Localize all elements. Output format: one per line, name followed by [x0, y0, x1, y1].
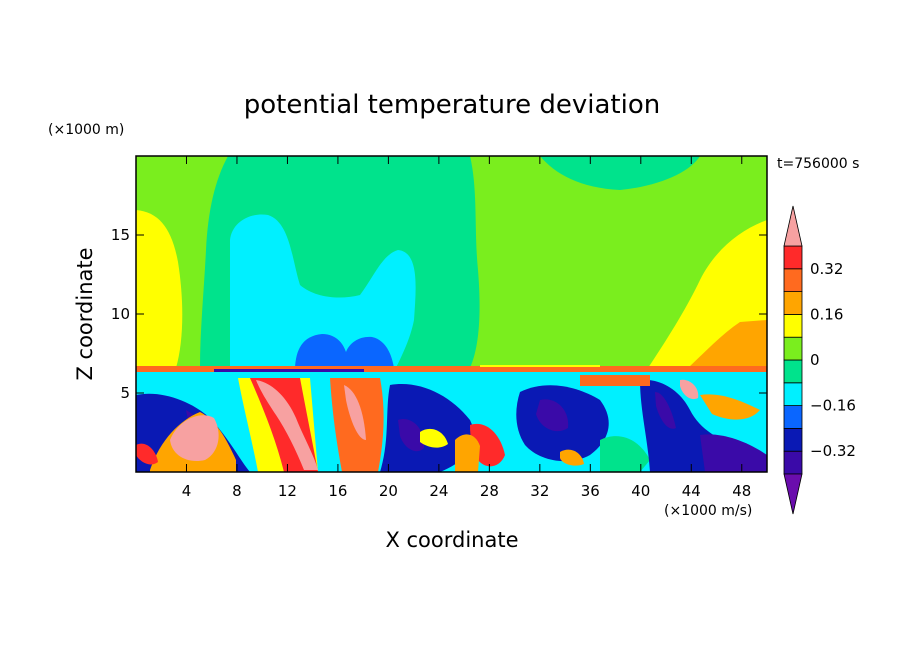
x-tick-label: 16 — [328, 482, 347, 500]
x-tick-label: 36 — [581, 482, 600, 500]
colorbar-tick-label: 0.32 — [810, 260, 843, 278]
colorbar-band — [783, 245, 803, 270]
colorbar-band — [783, 450, 803, 475]
field-left-upper-band — [136, 210, 183, 368]
colorbar-band — [783, 313, 803, 338]
x-tick-label: 32 — [530, 482, 549, 500]
colorbar-band — [783, 291, 803, 315]
x-axis-label: X coordinate — [385, 528, 518, 552]
time-label: t=756000 s — [777, 156, 859, 172]
colorbar-band — [783, 268, 803, 292]
colorbar-min-extension — [783, 473, 803, 515]
interface-band-light — [480, 365, 600, 367]
x-tick-label: 28 — [480, 482, 499, 500]
colorbar-band — [783, 336, 803, 361]
interface-band-dark — [214, 369, 364, 372]
y-axis-label: Z coordinate — [73, 247, 97, 380]
plot-area — [136, 156, 767, 472]
colorbar-band — [783, 405, 803, 429]
x-tick-label: 20 — [379, 482, 398, 500]
interface-band — [136, 366, 767, 372]
x-tick-label: 24 — [429, 482, 448, 500]
x-tick-label: 4 — [182, 482, 192, 500]
y-unit-label: (×1000 m) — [48, 122, 124, 138]
colorbar-max-extension — [783, 205, 803, 247]
chart-title: potential temperature deviation — [244, 90, 660, 120]
y-tick-label: 15 — [111, 226, 130, 244]
x-tick-label: 12 — [278, 482, 297, 500]
colorbar: 0.32 0.16 0 −0.16 −0.32 — [783, 205, 856, 515]
y-axis: 5 10 15 — [111, 226, 767, 402]
colorbar-band — [783, 359, 803, 384]
field-right-warm-patch — [688, 320, 767, 368]
field-central-cold-core — [230, 214, 416, 368]
x-tick-label: 48 — [732, 482, 751, 500]
colorbar-band — [783, 382, 803, 406]
field-central-cold-lobes — [295, 334, 394, 368]
colorbar-tick-label: −0.16 — [810, 397, 856, 415]
field-upper-right-cold-patch — [540, 156, 700, 190]
x-unit-label: (×1000 m/s) — [664, 503, 752, 519]
x-tick-label: 8 — [232, 482, 242, 500]
y-tick-label: 10 — [111, 305, 130, 323]
colorbar-band — [783, 427, 803, 452]
x-axis: 4 8 12 16 20 24 28 32 36 40 44 48 — [182, 156, 751, 500]
colorbar-tick-label: 0 — [810, 351, 820, 369]
x-tick-label: 40 — [631, 482, 650, 500]
colorbar-tick-label: −0.32 — [810, 442, 856, 460]
x-tick-label: 44 — [682, 482, 701, 500]
y-tick-label: 5 — [120, 384, 130, 402]
colorbar-tick-label: 0.16 — [810, 305, 843, 323]
lower-turbulent-layer — [136, 375, 767, 472]
